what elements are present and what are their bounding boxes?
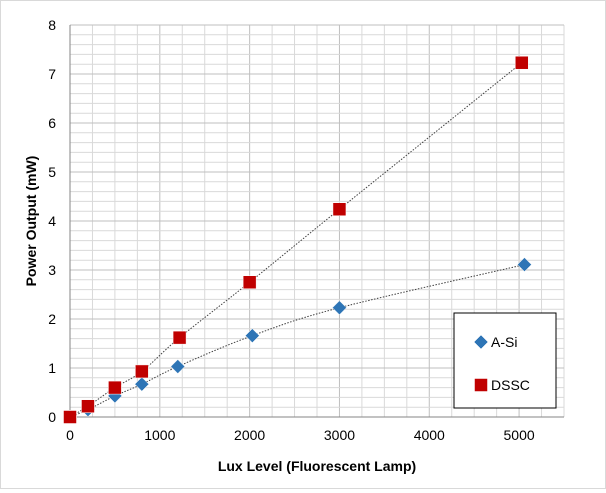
y-tick-label: 1 [48,360,56,376]
data-point-a-si [332,300,347,316]
data-point-dssc [108,380,122,395]
data-point-a-si [244,328,260,344]
legend-label-dssc: DSSC [491,377,530,393]
x-tick-label: 2000 [234,427,265,443]
legend-marker-dssc [474,378,488,392]
y-tick-label: 4 [48,213,56,229]
y-tick-label: 5 [48,164,56,180]
y-tick-label: 6 [48,115,56,131]
data-markers [62,55,532,425]
legend-label-a-si: A-Si [491,334,517,350]
y-tick-label: 8 [48,17,56,33]
data-point-a-si [134,376,150,392]
y-tick-label: 0 [48,409,56,425]
data-point-a-si [170,359,186,374]
data-point-dssc [135,364,149,379]
y-axis-title: Power Output (mW) [23,156,39,287]
y-tick-label: 7 [48,66,56,82]
legend-marker-a-si [473,334,489,350]
data-point-dssc [332,202,347,216]
legend: A-Si DSSC [453,312,557,409]
y-tick-label: 3 [48,262,56,278]
x-tick-label: 5000 [504,427,535,443]
data-point-a-si [517,257,532,272]
x-tick-label: 4000 [414,427,445,443]
x-tick-label: 0 [66,427,74,443]
x-axis-title: Lux Level (Fluorescent Lamp) [218,458,416,474]
axes [69,25,564,418]
legend-box [453,312,557,409]
x-tick-label: 3000 [324,427,355,443]
data-point-dssc [515,55,529,70]
data-point-dssc [242,275,257,289]
trendline-a-si [69,264,525,418]
tick-labels: 0 1000 2000 3000 4000 5000 0 1 2 3 4 5 6 7 8 [48,17,535,443]
data-point-dssc [63,410,77,424]
y-tick-label: 2 [48,311,56,327]
legend-items: A-Si DSSC [473,334,530,393]
trendlines [69,62,525,418]
x-tick-label: 1000 [144,427,175,443]
data-point-dssc [81,399,95,413]
data-point-dssc [172,330,187,345]
